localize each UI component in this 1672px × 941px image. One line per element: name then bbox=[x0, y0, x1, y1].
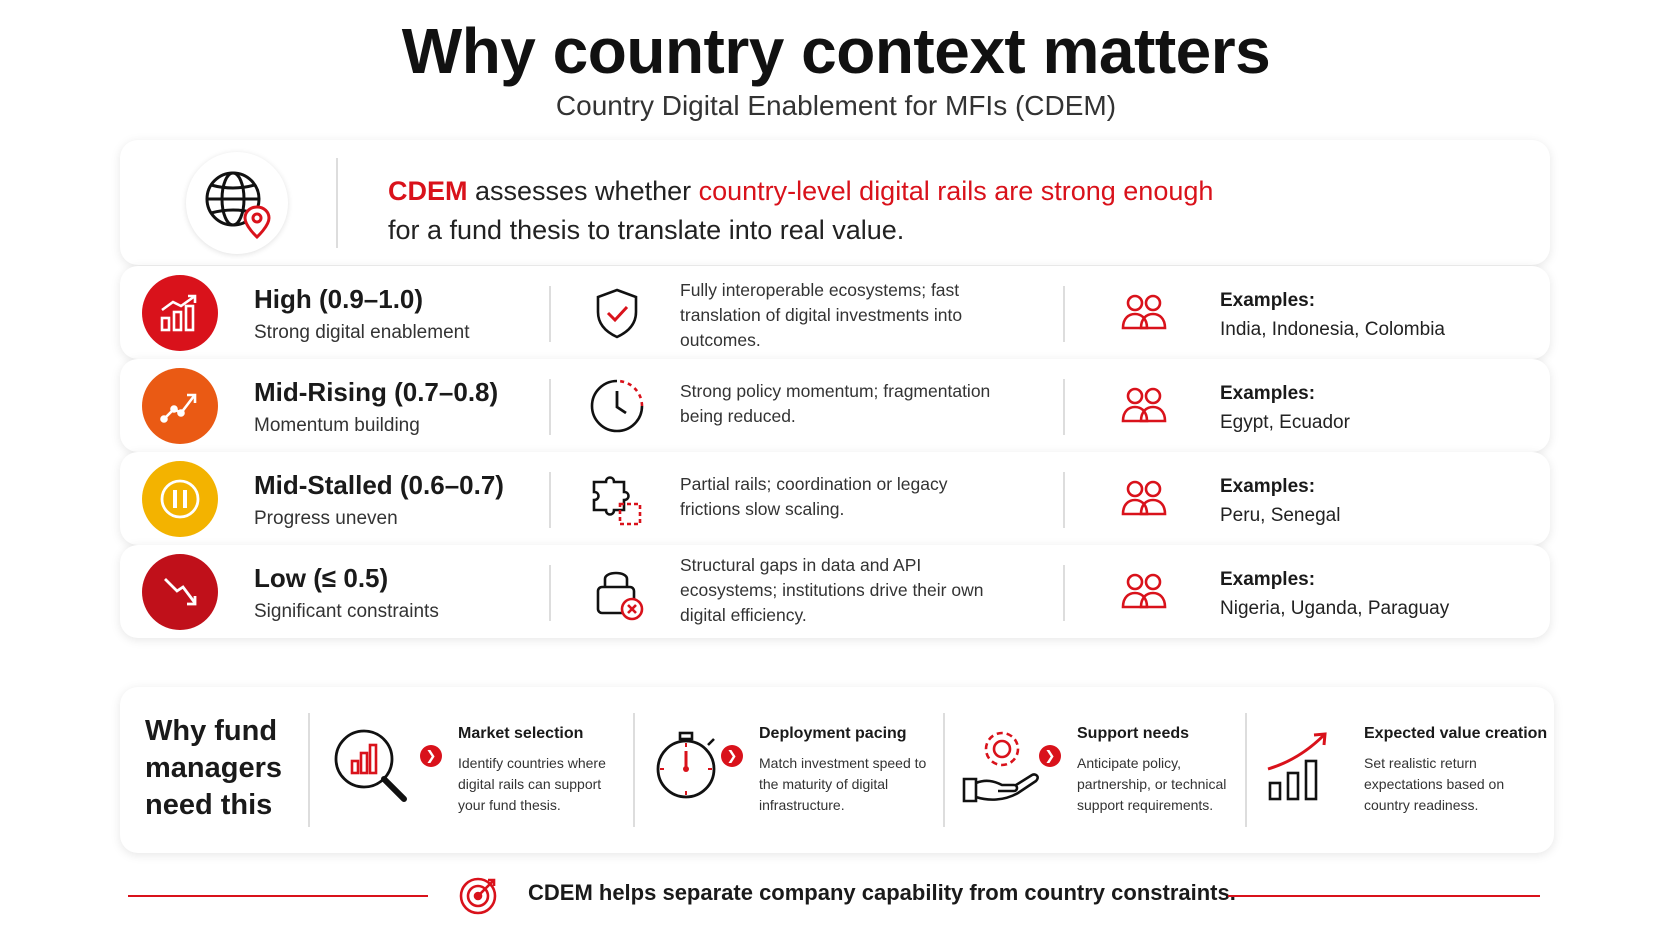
examples-label: Examples: bbox=[1220, 383, 1316, 404]
intro-statement: CDEM assesses whether country-level digi… bbox=[388, 172, 1213, 250]
tier-description: Structural gaps in data and API ecosyste… bbox=[680, 555, 984, 625]
arrow-right-icon: ❯ bbox=[1039, 745, 1061, 767]
examples-countries: Egypt, Ecuador bbox=[1220, 412, 1350, 433]
why-item-body: Anticipate policy, partnership, or techn… bbox=[1077, 755, 1227, 813]
people-icon bbox=[1120, 385, 1168, 425]
tier-description: Partial rails; coordination or legacy fr… bbox=[680, 474, 948, 519]
intro-text-1: assesses whether bbox=[467, 176, 699, 206]
people-icon bbox=[1120, 292, 1168, 332]
divider bbox=[1063, 379, 1065, 435]
tier-subtitle: Significant constraints bbox=[254, 601, 439, 622]
page-title: Why country context matters bbox=[401, 15, 1271, 87]
why-item-heading: Market selection bbox=[458, 725, 584, 742]
target-icon bbox=[458, 874, 500, 916]
pause-icon bbox=[142, 461, 218, 537]
intro-card: CDEM assesses whether country-level digi… bbox=[120, 140, 1550, 265]
tier-row-mid-stalled: Mid-Stalled (0.6–0.7) Progress uneven Pa… bbox=[120, 452, 1550, 545]
examples-label: Examples: bbox=[1220, 476, 1316, 497]
divider bbox=[549, 565, 551, 621]
trend-down-icon bbox=[142, 554, 218, 630]
divider bbox=[633, 713, 635, 827]
divider bbox=[549, 286, 551, 342]
people-icon bbox=[1120, 478, 1168, 518]
examples-label: Examples: bbox=[1220, 290, 1316, 311]
tier-title: High (0.9–1.0) bbox=[254, 284, 424, 314]
tier-subtitle: Strong digital enablement bbox=[254, 322, 470, 343]
intro-lead: CDEM bbox=[388, 176, 468, 206]
tier-title: Low (≤ 0.5) bbox=[254, 563, 389, 593]
tier-subtitle: Progress uneven bbox=[254, 508, 398, 529]
divider bbox=[549, 472, 551, 528]
tier-description: Fully interoperable ecosystems; fast tra… bbox=[680, 280, 963, 350]
footer-statement: CDEM helps separate company capability f… bbox=[528, 880, 1236, 905]
arrow-right-icon: ❯ bbox=[420, 745, 442, 767]
why-item-body: Match investment speed to the maturity o… bbox=[759, 755, 927, 813]
tier-title: Mid-Stalled (0.6–0.7) bbox=[254, 470, 504, 500]
why-fund-managers-card: Why fund managers need this ❯ Market sel… bbox=[120, 687, 1554, 853]
trend-up-icon bbox=[142, 368, 218, 444]
why-item-heading: Expected value creation bbox=[1364, 725, 1548, 742]
examples-label: Examples: bbox=[1220, 569, 1316, 590]
stopwatch-icon bbox=[650, 723, 736, 809]
shield-check-icon bbox=[588, 284, 646, 342]
why-item-heading: Deployment pacing bbox=[759, 725, 907, 742]
why-item-body: Set realistic return expectations based … bbox=[1364, 755, 1505, 813]
why-title: Why fund managers need this bbox=[145, 715, 283, 821]
tier-row-mid-rising: Mid-Rising (0.7–0.8) Momentum building S… bbox=[120, 359, 1550, 452]
divider bbox=[943, 713, 945, 827]
tier-subtitle: Momentum building bbox=[254, 415, 420, 436]
why-item-heading: Support needs bbox=[1077, 725, 1190, 742]
intro-highlight: country-level digital rails are strong e… bbox=[698, 176, 1214, 206]
examples-countries: India, Indonesia, Colombia bbox=[1220, 319, 1445, 340]
tier-title: Mid-Rising (0.7–0.8) bbox=[254, 377, 499, 407]
examples-countries: Nigeria, Uganda, Paraguay bbox=[1220, 598, 1450, 619]
hand-gear-icon bbox=[958, 723, 1044, 809]
divider bbox=[1063, 565, 1065, 621]
divider bbox=[1245, 713, 1247, 827]
arrow-right-icon: ❯ bbox=[721, 745, 743, 767]
bar-chart-up-icon bbox=[142, 275, 218, 351]
tier-row-low: Low (≤ 0.5) Significant constraints Stru… bbox=[120, 545, 1550, 638]
tier-description: Strong policy momentum; fragmentation be… bbox=[680, 381, 991, 426]
lock-x-icon bbox=[588, 563, 646, 621]
clock-icon bbox=[588, 377, 646, 435]
footer-rule-left bbox=[128, 895, 428, 897]
intro-divider bbox=[336, 158, 338, 248]
growth-chart-icon bbox=[1262, 723, 1348, 809]
examples-countries: Peru, Senegal bbox=[1220, 505, 1341, 526]
tier-row-high: High (0.9–1.0) Strong digital enablement… bbox=[120, 266, 1550, 359]
page-subtitle: Country Digital Enablement for MFIs (CDE… bbox=[555, 90, 1117, 121]
divider bbox=[308, 713, 310, 827]
puzzle-icon bbox=[588, 470, 646, 528]
people-icon bbox=[1120, 571, 1168, 611]
footer-rule-right bbox=[1228, 895, 1540, 897]
divider bbox=[1063, 472, 1065, 528]
why-item-body: Identify countries where digital rails c… bbox=[458, 755, 606, 813]
divider bbox=[1063, 286, 1065, 342]
globe-pin-icon bbox=[186, 152, 288, 254]
magnifier-chart-icon bbox=[328, 723, 414, 809]
divider bbox=[549, 379, 551, 435]
intro-text-2: for a fund thesis to translate into real… bbox=[388, 215, 905, 245]
